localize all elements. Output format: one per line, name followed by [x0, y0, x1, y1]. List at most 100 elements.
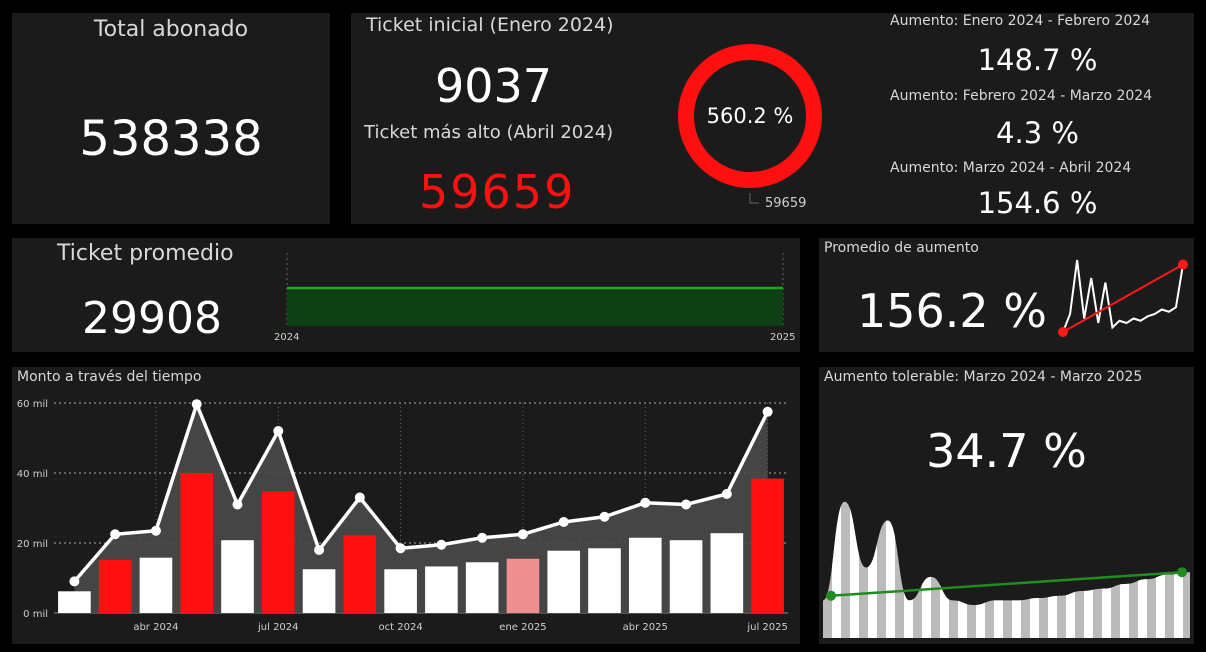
tolerable-stripe: [976, 501, 985, 638]
increase-value-3: 154.6 %: [977, 186, 1098, 220]
tolerable-trend-start: [826, 590, 836, 601]
ticket-card: Ticket inicial (Enero 2024) 9037 Ticket …: [351, 13, 1194, 224]
ticket-donut: 560.2 % 59659: [678, 44, 822, 211]
ticket-inicial-title: Ticket inicial (Enero 2024): [366, 14, 614, 36]
monto-point: [232, 499, 243, 510]
sparkline-start-dot: [1058, 327, 1068, 337]
increase-label-2: Aumento: Febrero 2024 - Marzo 2024: [890, 88, 1153, 104]
monto-point: [314, 545, 325, 555]
tolerable-stripe: [922, 501, 931, 638]
monto-xtick: jul 2025: [746, 622, 788, 633]
tolerable-stripe: [1102, 501, 1111, 638]
monto-point: [681, 499, 692, 510]
promedio-aumento-value: 156.2 %: [857, 284, 1048, 338]
donut-label: 560.2 %: [707, 104, 794, 128]
ticket-promedio-card: Ticket promedio 29908 2024 2025: [12, 238, 800, 352]
monto-bar: [751, 478, 784, 613]
monto-ytick: 0 mil: [23, 609, 48, 620]
monto-title: Monto a través del tiempo: [17, 369, 202, 385]
tolerable-stripe: [832, 501, 841, 638]
total-abonado-card: Total abonado 538338: [12, 13, 330, 224]
promedio-aumento-card: Promedio de aumento 156.2 %: [819, 238, 1194, 352]
ticket-promedio-value: 29908: [82, 293, 222, 344]
tolerable-area: [823, 501, 1190, 638]
tolerable-stripe: [886, 501, 895, 638]
tolerable-stripe: [1066, 501, 1075, 638]
monto-point: [69, 576, 80, 587]
monto-card: Monto a través del tiempo 0 mil 20 mil 40 …: [12, 367, 800, 644]
monto-bar: [547, 550, 581, 613]
monto-bar: [628, 537, 662, 613]
donut-ring: [678, 44, 822, 188]
promedio-aumento-title: Promedio de aumento: [824, 240, 979, 256]
monto-xtick: ene 2025: [499, 622, 546, 633]
monto-line: [73, 399, 770, 583]
increase-value-2: 4.3 %: [996, 116, 1079, 150]
monto-point: [436, 539, 447, 550]
monto-ytick: 40 mil: [17, 469, 48, 480]
monto-bar: [139, 557, 173, 613]
increase-value-1: 148.7 %: [977, 43, 1098, 77]
ticket-alto-title: Ticket más alto (Abril 2024): [364, 122, 614, 143]
monto-point: [395, 543, 406, 554]
monto-xtick: jul 2024: [257, 622, 299, 633]
monto-point: [721, 489, 732, 499]
promedio-axis-end: 2025: [770, 332, 795, 343]
promedio-axis-start: 2024: [274, 332, 299, 343]
monto-bar: [465, 562, 499, 613]
tolerable-trend-end: [1177, 567, 1187, 578]
tolerable-stripe: [1084, 501, 1093, 638]
monto-bar: [180, 473, 214, 613]
monto-ytick: 60 mil: [17, 399, 48, 410]
increase-label-3: Aumento: Marzo 2024 - Abril 2024: [890, 160, 1132, 176]
increase-label-1: Aumento: Enero 2024 - Febrero 2024: [890, 13, 1151, 29]
monto-point: [273, 426, 284, 436]
tolerable-stripe: [1030, 501, 1039, 638]
tolerable-trend: [830, 570, 1183, 597]
monto-xtick: oct 2024: [379, 622, 423, 633]
monto-point: [477, 532, 488, 543]
monto-bar: [221, 540, 254, 613]
tolerable-stripe: [1138, 501, 1147, 638]
monto-bar: [710, 533, 744, 613]
tolerable-stripe: [1012, 501, 1021, 638]
monto-point: [762, 406, 773, 417]
monto-xtick: abr 2024: [133, 622, 178, 633]
total-abonado-value: 538338: [79, 111, 263, 167]
tolerable-stripe: [940, 501, 949, 638]
tolerable-stripe: [1156, 501, 1165, 638]
monto-point: [558, 517, 569, 527]
monto-xtick: abr 2025: [623, 622, 668, 633]
monto-bar: [588, 548, 621, 613]
ticket-alto-value: 59659: [419, 165, 576, 219]
monto-chart: 0 mil 20 mil 40 mil 60 mil abr 2024 jul 2024 o…: [17, 399, 788, 633]
monto-point: [640, 497, 651, 508]
monto-point: [599, 511, 610, 522]
monto-area: [74, 404, 768, 613]
tolerable-stripe: [850, 501, 859, 638]
monto-bar: [302, 569, 336, 613]
monto-point: [110, 529, 121, 540]
monto-bar: [384, 569, 417, 613]
tolerable-stripe: [994, 501, 1003, 638]
sparkline-end-dot: [1178, 259, 1188, 270]
ticket-promedio-chart: 2024 2025: [274, 253, 795, 343]
sparkline-trend: [1062, 263, 1184, 333]
monto-bar: [98, 559, 132, 613]
donut-callout-line: [749, 193, 759, 204]
donut-callout: 59659: [765, 196, 806, 211]
monto-bar: [506, 558, 540, 613]
tolerable-stripe: [958, 501, 967, 638]
tolerable-stripe: [1192, 497, 1194, 638]
monto-bar: [669, 540, 703, 613]
monto-point: [191, 399, 202, 410]
tolerable-stripe: [904, 501, 913, 638]
promedio-area: [287, 288, 783, 326]
monto-ytick: 20 mil: [17, 539, 48, 550]
total-abonado-title: Total abonado: [93, 17, 249, 42]
sparkline-chart: [1058, 259, 1188, 337]
tolerable-stripe: [1048, 501, 1057, 638]
monto-point: [517, 529, 528, 540]
ticket-inicial-value: 9037: [435, 59, 553, 113]
aumento-tolerable-chart: [823, 497, 1194, 638]
